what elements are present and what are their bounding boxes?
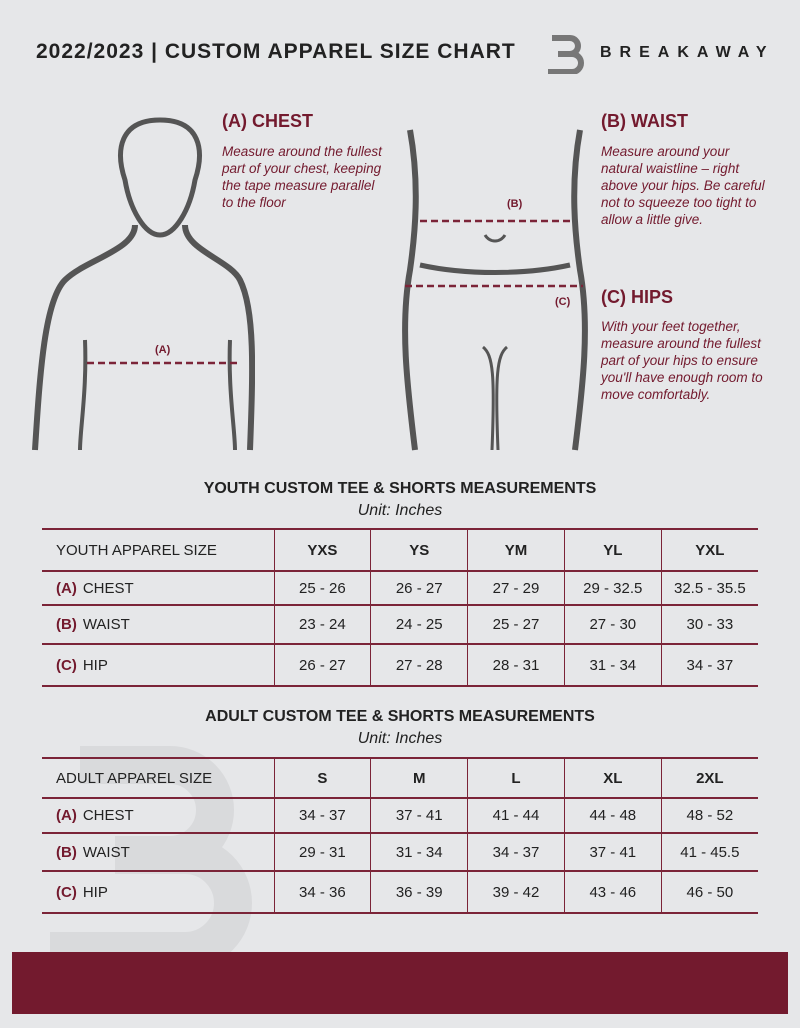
cell: 27 - 28: [370, 644, 468, 687]
cell: 41 - 45.5: [660, 833, 758, 872]
hips-description: With your feet together, measure around …: [601, 319, 763, 402]
cell: 24 - 25: [370, 605, 468, 645]
hips-marker: (C): [555, 296, 571, 308]
size-header: YXL: [660, 528, 758, 572]
row-label: CHEST: [82, 807, 134, 824]
size-header: L: [467, 757, 565, 799]
row-label: CHEST: [82, 579, 134, 597]
table-row: (A) CHEST 34 - 37 37 - 41 41 - 44 44 - 48 48 …: [42, 798, 758, 834]
cell: 31 - 34: [370, 833, 468, 872]
brand-name: BREAKAWAY: [600, 44, 775, 61]
table-row: (A) CHEST 25 - 26 26 - 27 27 - 29 29 - 32.5 3…: [42, 571, 758, 606]
cell: 46 - 50: [660, 871, 758, 914]
size-header: M: [370, 757, 468, 799]
size-header: 2XL: [660, 757, 758, 799]
table-row: (C) HIP 26 - 27 27 - 28 28 - 31 31 - 34 34 - …: [42, 644, 758, 687]
cell: 26 - 27: [273, 644, 371, 687]
table-row: (C) HIP 34 - 36 36 - 39 39 - 42 43 - 46 46 - …: [42, 871, 758, 914]
waist-heading: (B) WAIST: [601, 111, 688, 131]
page-title: 2022/2023 | CUSTOM APPAREL SIZE CHART: [36, 40, 516, 63]
row-code: (B): [56, 843, 77, 861]
row-code: (A): [56, 807, 77, 824]
cell: 25 - 27: [467, 605, 565, 645]
adult-unit: Unit: Inches: [357, 730, 443, 747]
header-cell: ADULT APPAREL SIZE: [42, 757, 274, 799]
row-code: (C): [56, 883, 77, 901]
cell: 34 - 37: [467, 833, 565, 872]
cell: 34 - 36: [273, 871, 371, 914]
cell: 29 - 32.5: [563, 571, 662, 606]
cell: 34 - 37: [660, 644, 758, 687]
cell: 34 - 37: [273, 798, 371, 834]
size-header: YL: [563, 528, 662, 572]
upper-body-figure: [32, 117, 255, 451]
chest-marker: (A): [155, 344, 171, 356]
adult-table-title: ADULT CUSTOM TEE & SHORTS MEASUREMENTS: [205, 708, 595, 725]
cell: 31 - 34: [563, 644, 662, 687]
breakaway-logo-icon: [548, 35, 584, 74]
row-code: (C): [56, 656, 77, 674]
size-header: XL: [563, 757, 662, 799]
table-row: (B) WAIST 23 - 24 24 - 25 25 - 27 27 - 30 30 …: [42, 605, 758, 645]
row-label: HIP: [82, 883, 108, 901]
lower-body-figure: [402, 129, 588, 451]
cell: 27 - 29: [467, 571, 565, 606]
youth-unit: Unit: Inches: [357, 502, 443, 519]
adult-size-table: ADULT APPAREL SIZE S M L XL 2XL (A) CHEST 34 …: [42, 757, 758, 914]
cell: 25 - 26: [273, 571, 371, 606]
cell: 26 - 27: [370, 571, 468, 606]
cell: 43 - 46: [563, 871, 662, 914]
size-header: YXS: [273, 528, 371, 572]
size-header: YS: [370, 528, 468, 572]
cell: 32.5 - 35.5: [660, 571, 758, 606]
table-row: (B) WAIST 29 - 31 31 - 34 34 - 37 37 - 41 41 …: [42, 833, 758, 872]
cell: 41 - 44: [467, 798, 565, 834]
cell: 39 - 42: [467, 871, 565, 914]
row-label: HIP: [82, 656, 108, 674]
cell: 44 - 48: [563, 798, 662, 834]
waist-marker: (B): [507, 198, 523, 210]
cell: 30 - 33: [660, 605, 758, 645]
chest-description: Measure around the fullest part of your …: [222, 144, 382, 210]
row-code: (A): [56, 579, 77, 597]
size-header: S: [273, 757, 371, 799]
cell: 28 - 31: [467, 644, 565, 687]
youth-table-title: YOUTH CUSTOM TEE & SHORTS MEASUREMENTS: [203, 480, 597, 497]
cell: 27 - 30: [563, 605, 662, 645]
cell: 23 - 24: [273, 605, 371, 645]
header-cell: YOUTH APPAREL SIZE: [42, 528, 274, 572]
cell: 29 - 31: [273, 833, 371, 872]
footer-band: [12, 952, 788, 1014]
row-label: WAIST: [82, 616, 130, 633]
cell: 37 - 41: [563, 833, 662, 872]
waist-description: Measure around your natural waistline – …: [601, 144, 765, 227]
cell: 48 - 52: [660, 798, 758, 834]
cell: 36 - 39: [370, 871, 468, 914]
youth-size-table: YOUTH APPAREL SIZE YXS YS YM YL YXL (A) CHEST…: [42, 528, 758, 687]
row-label: WAIST: [82, 843, 130, 861]
row-code: (B): [56, 616, 77, 633]
size-header: YM: [467, 528, 565, 572]
hips-heading: (C) HIPS: [601, 287, 673, 307]
cell: 37 - 41: [370, 798, 468, 834]
chest-heading: (A) CHEST: [222, 111, 313, 131]
